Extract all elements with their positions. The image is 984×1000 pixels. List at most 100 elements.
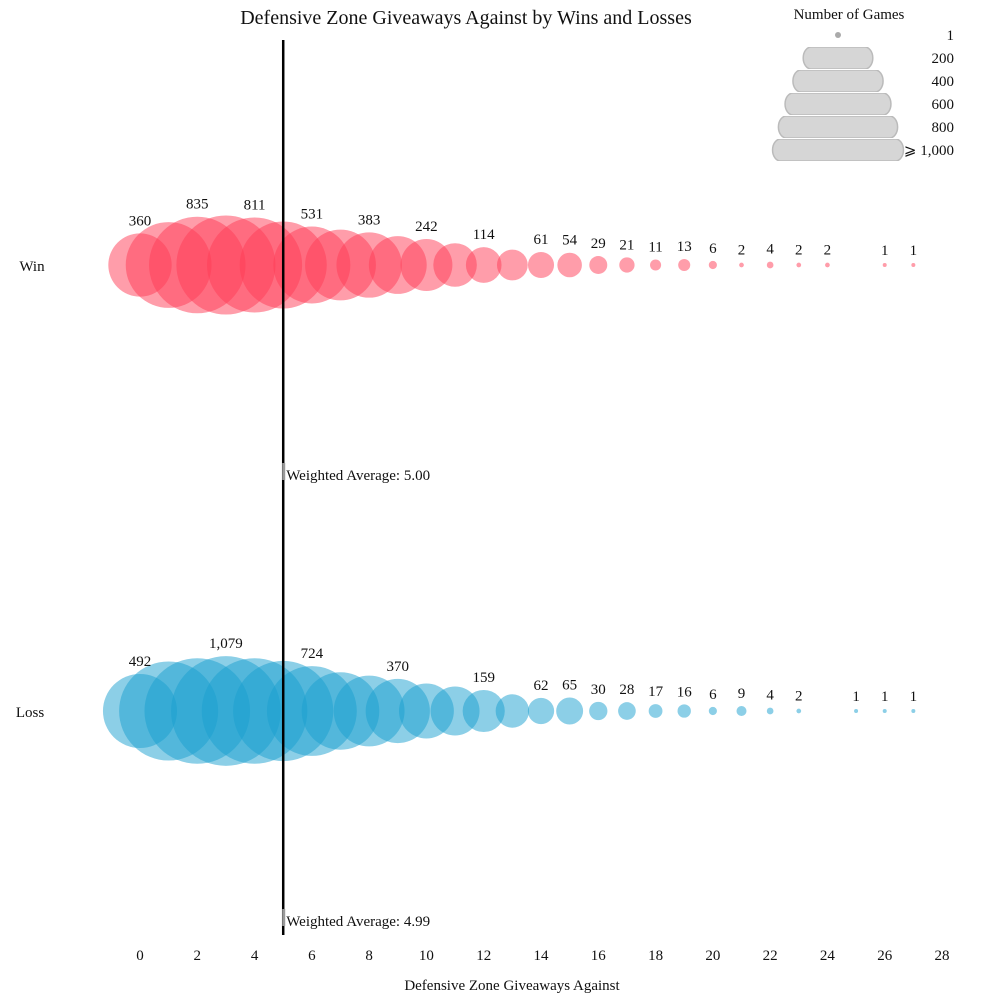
data-label: 17 <box>648 684 664 700</box>
data-label: 159 <box>472 670 495 686</box>
legend-swatch <box>777 116 899 138</box>
bubble-win <box>650 259 662 271</box>
x-tick-label: 0 <box>136 948 144 964</box>
bubble-loss <box>708 706 717 716</box>
bubble-loss <box>495 694 530 728</box>
x-tick-label: 16 <box>591 948 607 964</box>
data-label: 1 <box>910 243 918 259</box>
data-label: 16 <box>677 684 693 700</box>
data-label: 2 <box>824 243 832 259</box>
x-tick-label: 2 <box>194 948 202 964</box>
data-label: 2 <box>795 689 803 705</box>
weighted-average-label: Weighted Average: 5.00 <box>286 468 430 484</box>
data-label: 1 <box>852 689 860 705</box>
bubble-loss <box>589 701 608 721</box>
data-label: 4 <box>766 242 774 258</box>
legend-entry: 600 <box>932 97 955 113</box>
data-label: 2 <box>738 243 746 259</box>
bubble-loss <box>766 707 774 715</box>
bubble-win <box>619 257 635 273</box>
data-label: 531 <box>301 207 324 223</box>
legend-swatch <box>835 32 841 38</box>
x-tick-label: 28 <box>935 948 950 964</box>
legend-entry: 200 <box>932 51 955 67</box>
x-tick-label: 24 <box>820 948 836 964</box>
x-tick-label: 10 <box>419 948 434 964</box>
bubble-loss <box>736 705 747 717</box>
data-label: 383 <box>358 212 381 228</box>
x-axis-title: Defensive Zone Giveaways Against <box>404 978 620 994</box>
x-tick-label: 22 <box>763 948 778 964</box>
data-label: 360 <box>129 213 152 229</box>
x-tick-label: 4 <box>251 948 259 964</box>
bubble-loss <box>796 708 802 714</box>
data-label: 492 <box>129 654 152 670</box>
bubble-loss <box>618 702 636 720</box>
bubble-win <box>825 262 830 268</box>
bubble-win <box>589 256 608 274</box>
legend-title: Number of Games <box>794 7 905 23</box>
bubble-loss <box>854 709 859 713</box>
x-tick-label: 12 <box>476 948 491 964</box>
data-label: 1 <box>881 243 889 259</box>
bubble-loss <box>911 709 916 713</box>
x-tick-label: 6 <box>308 948 316 964</box>
data-label: 370 <box>387 659 410 675</box>
data-label: 65 <box>562 678 577 694</box>
bubble-win <box>766 261 774 269</box>
weighted-average-label: Weighted Average: 4.99 <box>286 914 430 930</box>
row-label-win: Win <box>19 259 45 275</box>
data-label: 29 <box>591 236 606 252</box>
bubble-win <box>796 262 802 268</box>
average-tick <box>282 463 286 480</box>
data-label: 2 <box>795 243 803 259</box>
legend-entry: 1 <box>947 28 955 44</box>
bubble-win <box>678 258 691 272</box>
legend-entry: 800 <box>932 120 955 136</box>
data-label: 61 <box>534 232 549 248</box>
bubble-win <box>527 251 555 279</box>
data-label: 21 <box>619 237 634 253</box>
x-tick-label: 14 <box>534 948 550 964</box>
x-tick-label: 26 <box>877 948 893 964</box>
legend-swatch <box>784 93 892 115</box>
x-tick-label: 20 <box>705 948 720 964</box>
bubble-win <box>557 252 582 278</box>
bubble-win <box>465 247 502 283</box>
data-label: 835 <box>186 197 209 213</box>
data-label: 4 <box>766 688 774 704</box>
data-label: 6 <box>709 241 717 257</box>
bubble-win <box>433 243 477 287</box>
legend-swatch <box>792 70 884 92</box>
legend-entry: ⩾ 1,000 <box>904 143 954 159</box>
bubble-win <box>708 260 717 270</box>
legend: Number of Games 1 200 400 600 800 ⩾ 1,000 <box>771 7 955 161</box>
legend-entry: 400 <box>932 74 955 90</box>
x-tick-label: 18 <box>648 948 663 964</box>
average-tick <box>282 909 286 926</box>
bubble-win <box>739 262 744 268</box>
bubble-loss <box>556 697 584 725</box>
bubble-loss <box>677 704 691 718</box>
bubble-win <box>911 263 916 267</box>
bubble-win <box>496 249 528 281</box>
data-label: 242 <box>415 219 438 235</box>
row-label-loss: Loss <box>16 705 45 721</box>
data-label: 11 <box>648 239 662 255</box>
data-label: 62 <box>534 678 549 694</box>
data-label: 54 <box>562 233 578 249</box>
data-label: 114 <box>473 227 495 243</box>
data-label: 724 <box>301 646 324 662</box>
data-label: 1,079 <box>209 636 243 652</box>
data-label: 1 <box>881 689 889 705</box>
data-label: 811 <box>244 197 266 213</box>
data-label: 9 <box>738 686 746 702</box>
data-label: 28 <box>619 682 634 698</box>
legend-swatch <box>771 139 905 161</box>
x-axis: 0 2 4 6 8 10 12 14 16 18 20 22 24 26 28 <box>136 948 949 964</box>
data-label: 30 <box>591 682 606 698</box>
bubble-loss <box>462 689 505 733</box>
bubble-loss <box>648 704 663 718</box>
bubble-loss <box>882 709 887 713</box>
